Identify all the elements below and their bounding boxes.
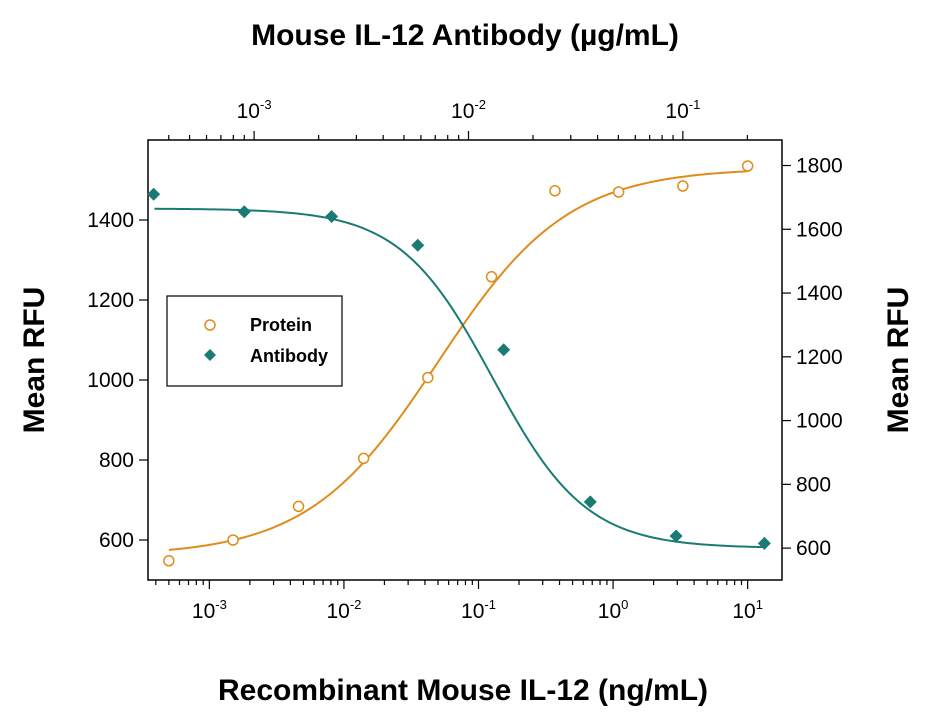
antibody-point (497, 343, 511, 357)
ticks-layer: 10-3 10-2 10-1 100 101 10-3 10-2 10-1 600 800 1000… (87, 97, 842, 623)
protein-point (612, 186, 625, 198)
legend: Protein Antibody (166, 295, 343, 387)
protein-point (292, 500, 305, 513)
protein-point (357, 452, 370, 465)
bottom-tick-label: 101 (732, 597, 763, 623)
curves-layer (154, 170, 765, 551)
right-y-tick-label: 1800 (796, 155, 843, 178)
antibody-fit-curve (154, 207, 765, 549)
antibody-point (147, 187, 161, 201)
protein-point (422, 371, 434, 384)
legend-antibody-marker (204, 349, 216, 361)
legend-antibody-label: Antibody (250, 346, 328, 366)
protein-point (677, 180, 689, 192)
legend-protein-label: Protein (250, 315, 312, 335)
antibody-point (757, 536, 771, 550)
left-y-tick-label: 600 (99, 529, 134, 552)
legend-box (166, 295, 343, 387)
top-axis-title: Mouse IL-12 Antibody (µg/mL) (251, 19, 679, 52)
antibody-point (411, 238, 425, 252)
bottom-tick-label: 10-1 (461, 597, 496, 623)
right-y-tick-label: 1200 (796, 346, 843, 369)
protein-point (163, 555, 175, 567)
protein-point (227, 534, 239, 546)
x-axis-title: Recombinant Mouse IL-12 (ng/mL) (218, 674, 708, 707)
antibody-point (325, 210, 339, 224)
legend-protein-marker (204, 319, 216, 331)
right-y-tick-label: 600 (796, 537, 831, 560)
left-y-tick-label: 1400 (87, 209, 134, 232)
antibody-point (583, 495, 597, 509)
left-y-tick-label: 800 (99, 449, 134, 472)
antibody-point (237, 205, 251, 219)
points-layer (147, 160, 771, 567)
protein-point (549, 185, 561, 197)
left-y-tick-label: 1200 (87, 289, 134, 312)
bottom-tick-label: 10-3 (192, 597, 227, 623)
protein-point (485, 271, 498, 283)
right-y-tick-label: 800 (796, 473, 831, 496)
right-y-tick-label: 1000 (796, 410, 843, 433)
right-y-tick-label: 1600 (796, 218, 843, 241)
top-tick-label: 10-3 (237, 97, 272, 123)
protein-point (741, 160, 754, 172)
bottom-tick-label: 100 (598, 597, 629, 623)
left-axis-title: Mean RFU (18, 287, 51, 434)
protein-fit-curve (168, 170, 748, 551)
bottom-tick-label: 10-2 (326, 597, 361, 623)
top-tick-label: 10-1 (665, 97, 700, 123)
left-y-tick-label: 1000 (87, 369, 134, 392)
antibody-point (669, 529, 683, 543)
right-y-tick-label: 1400 (796, 282, 843, 305)
top-tick-label: 10-2 (451, 97, 486, 123)
right-axis-title: Mean RFU (882, 287, 915, 434)
